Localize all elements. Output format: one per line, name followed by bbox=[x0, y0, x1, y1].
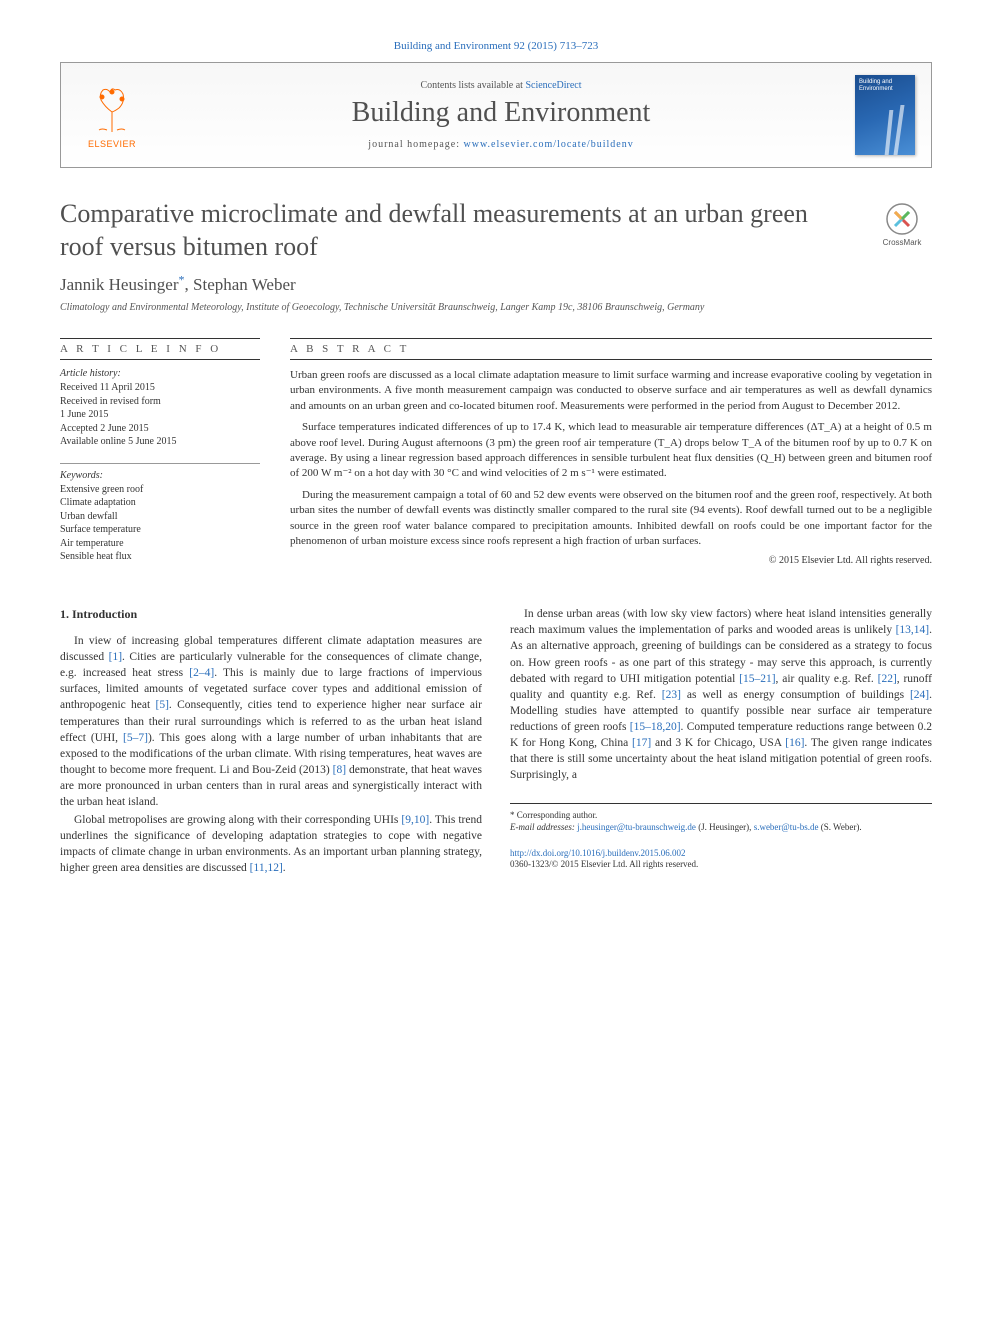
history-label: Article history: bbox=[60, 368, 260, 379]
ref-link[interactable]: [24] bbox=[910, 689, 929, 701]
email-link-1[interactable]: j.heusinger@tu-braunschweig.de bbox=[577, 822, 696, 832]
corresponding-mark: * bbox=[179, 272, 185, 286]
meta-abstract-row: A R T I C L E I N F O Article history: R… bbox=[60, 338, 932, 566]
article-info-header: A R T I C L E I N F O bbox=[60, 338, 260, 360]
keyword: Surface temperature bbox=[60, 523, 260, 537]
issn-copyright: 0360-1323/© 2015 Elsevier Ltd. All right… bbox=[510, 859, 698, 869]
history-item: Received 11 April 2015 bbox=[60, 381, 260, 395]
section-heading-1: 1. Introduction bbox=[60, 606, 482, 623]
doi-link[interactable]: http://dx.doi.org/10.1016/j.buildenv.201… bbox=[510, 848, 686, 858]
keyword: Air temperature bbox=[60, 537, 260, 551]
ref-link[interactable]: [5] bbox=[156, 699, 169, 711]
body-paragraph: Global metropolises are growing along wi… bbox=[60, 812, 482, 876]
ref-link[interactable]: [2–4] bbox=[189, 667, 214, 679]
abstract-p3: During the measurement campaign a total … bbox=[290, 488, 932, 550]
text-run: as well as energy consumption of buildin… bbox=[681, 689, 910, 701]
text-run: , air quality e.g. Ref. bbox=[776, 673, 878, 685]
email-line: E-mail addresses: j.heusinger@tu-braunsc… bbox=[510, 822, 932, 834]
page: Building and Environment 92 (2015) 713–7… bbox=[0, 0, 992, 917]
sciencedirect-link[interactable]: ScienceDirect bbox=[525, 80, 581, 91]
keywords-label: Keywords: bbox=[60, 463, 260, 481]
ref-link[interactable]: [8] bbox=[333, 764, 346, 776]
email-name-1: (J. Heusinger), bbox=[696, 822, 754, 832]
article-title: Comparative microclimate and dewfall mea… bbox=[60, 198, 852, 263]
abstract-header: A B S T R A C T bbox=[290, 338, 932, 360]
ref-link[interactable]: [5–7] bbox=[123, 732, 148, 744]
doi-block: http://dx.doi.org/10.1016/j.buildenv.201… bbox=[510, 848, 932, 871]
ref-link[interactable]: [13,14] bbox=[896, 624, 930, 636]
author-1: Jannik Heusinger bbox=[60, 275, 179, 294]
body-paragraph: In view of increasing global temperature… bbox=[60, 633, 482, 810]
contents-available-line: Contents lists available at ScienceDirec… bbox=[163, 80, 839, 91]
ref-link[interactable]: [22] bbox=[878, 673, 897, 685]
text-run: In dense urban areas (with low sky view … bbox=[510, 608, 932, 636]
ref-link[interactable]: [17] bbox=[632, 737, 651, 749]
keyword: Sensible heat flux bbox=[60, 550, 260, 564]
abstract-text: Urban green roofs are discussed as a loc… bbox=[290, 368, 932, 549]
history-item: Accepted 2 June 2015 bbox=[60, 422, 260, 436]
text-run: Global metropolises are growing along wi… bbox=[74, 814, 401, 826]
history-item: 1 June 2015 bbox=[60, 408, 260, 422]
ref-link[interactable]: [9,10] bbox=[401, 814, 429, 826]
history-item: Received in revised form bbox=[60, 395, 260, 409]
authors-line: Jannik Heusinger*, Stephan Weber bbox=[60, 275, 932, 295]
contents-prefix: Contents lists available at bbox=[420, 80, 525, 91]
email-link-2[interactable]: s.weber@tu-bs.de bbox=[754, 822, 819, 832]
homepage-line: journal homepage: www.elsevier.com/locat… bbox=[163, 139, 839, 150]
cover-thumb-art bbox=[877, 105, 907, 155]
header-center: Contents lists available at ScienceDirec… bbox=[163, 80, 839, 150]
crossmark-label: CrossMark bbox=[883, 238, 922, 247]
text-run: . bbox=[283, 862, 286, 874]
homepage-link[interactable]: www.elsevier.com/locate/buildenv bbox=[464, 139, 634, 150]
email-label: E-mail addresses: bbox=[510, 822, 577, 832]
abstract-copyright: © 2015 Elsevier Ltd. All rights reserved… bbox=[290, 555, 932, 566]
corresponding-author-note: * Corresponding author. bbox=[510, 810, 932, 822]
ref-link[interactable]: [15–18,20] bbox=[630, 721, 681, 733]
text-run: and 3 K for Chicago, USA bbox=[651, 737, 785, 749]
affiliation: Climatology and Environmental Meteorolog… bbox=[60, 301, 932, 314]
article-info-column: A R T I C L E I N F O Article history: R… bbox=[60, 338, 260, 566]
history-item: Available online 5 June 2015 bbox=[60, 435, 260, 449]
author-2: Stephan Weber bbox=[193, 275, 296, 294]
homepage-prefix: journal homepage: bbox=[368, 139, 463, 150]
abstract-p2: Surface temperatures indicated differenc… bbox=[290, 420, 932, 482]
email-name-2: (S. Weber). bbox=[818, 822, 861, 832]
crossmark-badge[interactable]: CrossMark bbox=[872, 202, 932, 247]
ref-link[interactable]: [23] bbox=[662, 689, 681, 701]
publisher-name: ELSEVIER bbox=[88, 139, 136, 149]
journal-cover-thumbnail: Building and Environment bbox=[855, 75, 915, 155]
ref-link[interactable]: [16] bbox=[785, 737, 804, 749]
citation-line: Building and Environment 92 (2015) 713–7… bbox=[60, 40, 932, 52]
elsevier-tree-icon bbox=[87, 82, 137, 137]
cover-thumb-title: Building and Environment bbox=[859, 79, 915, 92]
abstract-p1: Urban green roofs are discussed as a loc… bbox=[290, 368, 932, 414]
keyword: Extensive green roof bbox=[60, 483, 260, 497]
keyword: Climate adaptation bbox=[60, 496, 260, 510]
abstract-column: A B S T R A C T Urban green roofs are di… bbox=[290, 338, 932, 566]
ref-link[interactable]: [15–21] bbox=[739, 673, 775, 685]
keyword: Urban dewfall bbox=[60, 510, 260, 524]
publisher-logo: ELSEVIER bbox=[77, 75, 147, 155]
crossmark-icon bbox=[885, 202, 919, 236]
body-paragraph: In dense urban areas (with low sky view … bbox=[510, 606, 932, 783]
footnote-block: * Corresponding author. E-mail addresses… bbox=[510, 803, 932, 871]
title-row: Comparative microclimate and dewfall mea… bbox=[60, 198, 932, 263]
ref-link[interactable]: [1] bbox=[109, 651, 122, 663]
body-text: 1. Introduction In view of increasing gl… bbox=[60, 606, 932, 876]
ref-link[interactable]: [11,12] bbox=[250, 862, 283, 874]
journal-header-box: ELSEVIER Contents lists available at Sci… bbox=[60, 62, 932, 168]
journal-name: Building and Environment bbox=[163, 97, 839, 129]
